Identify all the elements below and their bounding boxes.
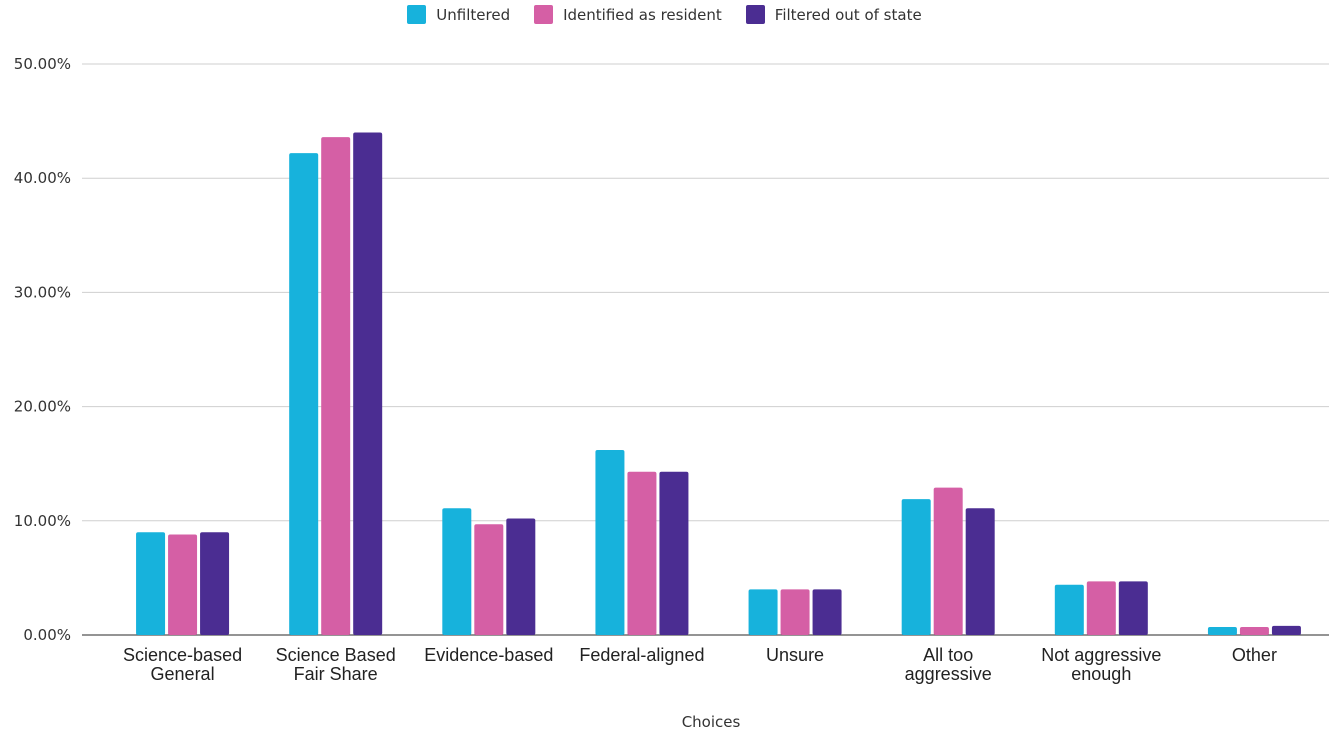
x-axis-ticks: Science-based General Science Based Fair Sh… xyxy=(123,645,1277,684)
x-tick-label: Science-based General xyxy=(123,645,242,684)
y-tick-label: 50.00% xyxy=(14,55,71,73)
legend-item-out-of-state[interactable]: Filtered out of state xyxy=(745,5,922,24)
bar[interactable] xyxy=(168,534,198,635)
bar[interactable] xyxy=(1054,584,1084,635)
bar[interactable] xyxy=(506,518,536,635)
y-tick-label: 10.00% xyxy=(14,512,71,530)
bar[interactable] xyxy=(1118,581,1148,635)
legend-label-out-of-state: Filtered out of state xyxy=(774,5,922,24)
bar[interactable] xyxy=(595,449,625,635)
y-tick-label: 30.00% xyxy=(14,283,71,301)
bar[interactable] xyxy=(353,132,383,635)
x-tick-label: Unsure xyxy=(766,645,824,665)
y-tick-label: 0.00% xyxy=(23,626,71,644)
bar[interactable] xyxy=(289,153,319,636)
y-tick-label: 20.00% xyxy=(14,398,71,416)
x-axis-title: Choices xyxy=(682,713,741,731)
gridlines xyxy=(82,63,1329,636)
bar[interactable] xyxy=(780,589,810,635)
legend: Unfiltered Identified as resident Filter… xyxy=(0,5,1329,24)
bar[interactable] xyxy=(901,499,931,635)
bar[interactable] xyxy=(627,471,657,635)
legend-label-resident: Identified as resident xyxy=(563,5,722,24)
bar[interactable] xyxy=(965,508,995,635)
x-tick-label: Other xyxy=(1232,645,1277,665)
legend-item-unfiltered[interactable]: Unfiltered xyxy=(407,5,510,24)
legend-swatch-out-of-state xyxy=(745,5,765,24)
bar[interactable] xyxy=(1239,627,1269,635)
bar[interactable] xyxy=(442,508,472,635)
bar[interactable] xyxy=(659,471,689,635)
y-axis-ticks: 0.00% 10.00% 20.00% 30.00% 40.00% 50.00% xyxy=(14,55,71,644)
legend-swatch-resident xyxy=(534,5,554,24)
y-tick-label: 40.00% xyxy=(14,169,71,187)
legend-swatch-unfiltered xyxy=(407,5,427,24)
bar[interactable] xyxy=(933,487,963,635)
x-tick-label: Not aggressive enough xyxy=(1041,645,1161,684)
bar[interactable] xyxy=(200,532,230,635)
bar[interactable] xyxy=(748,589,778,635)
legend-label-unfiltered: Unfiltered xyxy=(436,5,511,24)
x-tick-label: Science Based Fair Share xyxy=(276,645,396,684)
x-tick-label: Federal-aligned xyxy=(579,645,704,665)
bar[interactable] xyxy=(1207,627,1237,635)
bar[interactable] xyxy=(812,589,842,635)
bar[interactable] xyxy=(1271,625,1301,635)
x-tick-label: All too aggressive xyxy=(905,645,992,684)
x-tick-label: Evidence-based xyxy=(424,645,553,665)
bar[interactable] xyxy=(321,137,351,635)
bar[interactable] xyxy=(1086,581,1116,635)
bar[interactable] xyxy=(474,524,504,635)
bars xyxy=(136,132,1301,636)
bar[interactable] xyxy=(136,532,166,635)
legend-item-resident[interactable]: Identified as resident xyxy=(534,5,722,24)
